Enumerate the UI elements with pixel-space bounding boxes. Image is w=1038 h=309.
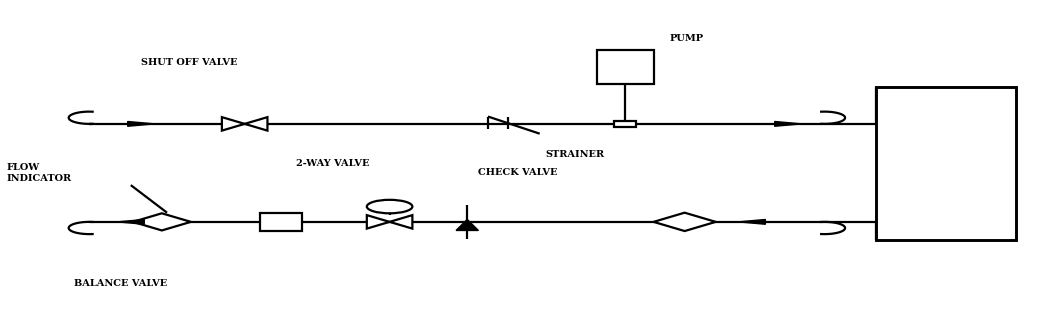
Bar [876,87,1016,240]
Text: STRAINER: STRAINER [545,150,604,159]
Polygon shape [133,213,191,231]
Text: 2-WAY VALVE: 2-WAY VALVE [297,159,370,168]
Polygon shape [245,117,268,131]
Polygon shape [117,219,144,224]
Polygon shape [128,121,155,126]
Circle shape [366,200,412,213]
Polygon shape [456,219,479,231]
Text: PUMP: PUMP [670,34,703,43]
Text: BALANCE VALVE: BALANCE VALVE [74,279,167,288]
Polygon shape [738,219,765,224]
Polygon shape [654,213,715,231]
Polygon shape [389,215,412,229]
Polygon shape [366,215,389,229]
Text: CHECK VALVE: CHECK VALVE [477,168,557,177]
Text: SHUT OFF VALVE: SHUT OFF VALVE [141,58,238,67]
Polygon shape [774,121,801,126]
Text: FLOW
INDICATOR: FLOW INDICATOR [6,163,72,183]
Polygon shape [222,117,245,131]
Text: PREHEAT
COIL: PREHEAT COIL [914,150,979,178]
Bar [613,121,636,127]
Bar [597,50,654,84]
Bar [261,213,302,231]
